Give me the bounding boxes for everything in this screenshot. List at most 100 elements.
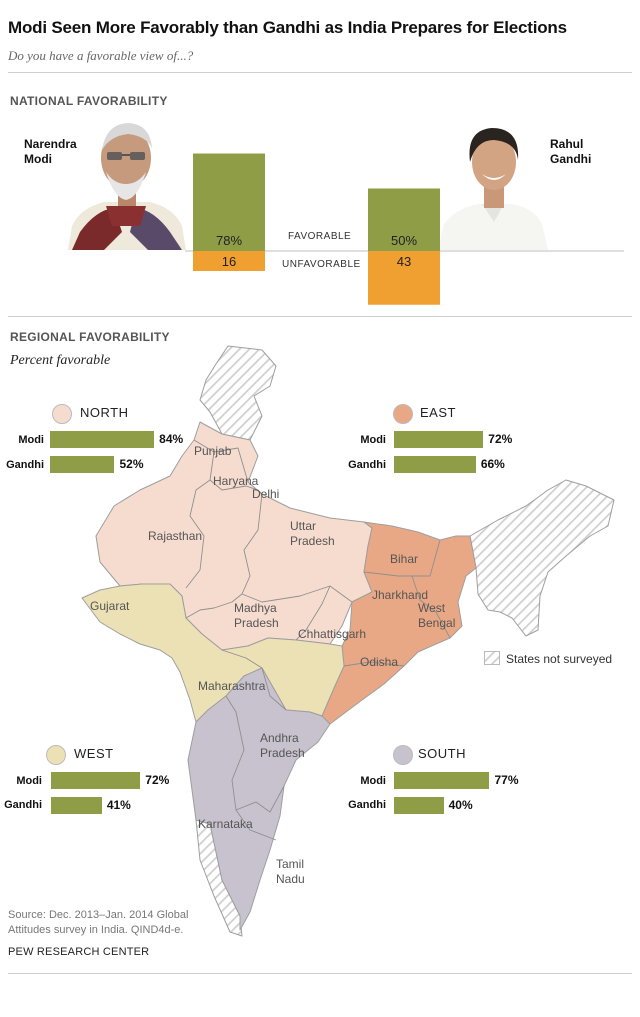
map-region-south (187, 667, 331, 931)
state-label: West (418, 601, 446, 615)
chart-subtitle: Do you have a favorable view of...? (8, 48, 194, 63)
west-gandhi-value: 41% (106, 798, 131, 812)
state-label: Tamil (276, 857, 304, 871)
state-label: Pradesh (290, 534, 335, 548)
state-label: Pradesh (260, 746, 305, 760)
south-gandhi-value: 40% (448, 798, 473, 812)
modi-photo (68, 123, 186, 250)
state-border (193, 439, 249, 483)
east-color-dot (393, 404, 413, 424)
south-color-dot (393, 745, 413, 765)
east-gandhi-bar (394, 456, 476, 473)
state-label: Pradesh (234, 616, 279, 630)
south-gandhi-label: Gandhi (348, 799, 386, 811)
national-section-header: NATIONAL FAVORABILITY (10, 94, 168, 108)
north-label: NORTH (80, 405, 129, 420)
state-label: Punjab (194, 444, 232, 458)
west-modi-value: 72% (145, 773, 170, 787)
state-border (295, 585, 331, 641)
north-gandhi-value: 52% (119, 457, 144, 471)
east-gandhi-label: Gandhi (348, 459, 386, 471)
modi-unfavorable-value: 16 (222, 254, 236, 269)
east-modi-bar (394, 431, 484, 448)
unfavorable-label: UNFAVORABLE (282, 259, 361, 270)
map-region-east (321, 521, 477, 725)
modi-name: Narendra Modi (24, 137, 77, 167)
chart-title: Modi Seen More Favorably than Gandhi as … (8, 18, 567, 37)
south-modi-value: 77% (494, 773, 519, 787)
state-border (343, 661, 405, 667)
north-gandhi-label: Gandhi (6, 459, 44, 471)
east-modi-label: Modi (360, 434, 386, 446)
india-regional-map: PunjabHaryanaDelhiRajasthanUttarPradeshB… (81, 345, 615, 937)
state-border (221, 649, 263, 669)
west-modi-label: Modi (16, 775, 42, 787)
east-label: EAST (420, 405, 456, 420)
source-note: Source: Dec. 2013–Jan. 2014 Global Attit… (8, 909, 189, 936)
divider (8, 973, 632, 974)
east-gandhi-value: 66% (480, 457, 505, 471)
state-label: Nadu (276, 872, 305, 886)
state-border (225, 695, 277, 841)
north-color-dot (52, 404, 72, 424)
west-label: WEST (74, 746, 114, 761)
state-border (185, 479, 211, 589)
west-gandhi-bar (51, 797, 102, 814)
modi-first-name: Narendra (24, 137, 77, 151)
west-gandhi-label: Gandhi (4, 799, 42, 811)
state-label: Bengal (418, 616, 455, 630)
divider (8, 316, 632, 317)
modi-unfavorable-bar (193, 251, 265, 271)
gandhi-first-name: Rahul (550, 137, 584, 151)
state-label: Haryana (213, 474, 259, 488)
state-border (261, 667, 287, 711)
state-label: Bihar (390, 552, 418, 566)
east-modi-value: 72% (488, 432, 513, 446)
gandhi-last-name: Gandhi (550, 152, 592, 166)
south-gandhi-bar (394, 797, 444, 814)
org-credit: PEW RESEARCH CENTER (8, 946, 150, 958)
state-border (185, 593, 243, 619)
state-label: Uttar (290, 519, 316, 533)
state-label: Odisha (360, 655, 398, 669)
gandhi-unfavorable-value: 43 (397, 254, 411, 269)
north-modi-label: Modi (18, 434, 44, 446)
map-region-west (81, 583, 345, 723)
state-border (411, 575, 451, 639)
north-modi-value: 84% (159, 432, 184, 446)
gandhi-unfavorable-bar (368, 251, 440, 305)
state-border (209, 451, 247, 491)
state-label: Rajasthan (148, 529, 202, 543)
modi-favorable-bar (193, 153, 265, 251)
gandhi-favorable-value: 50% (391, 233, 417, 248)
state-label: Karnataka (198, 817, 253, 831)
state-border (245, 485, 263, 495)
not-surveyed-legend: States not surveyed (506, 652, 613, 666)
state-label: Delhi (252, 487, 279, 501)
favorable-label: FAVORABLE (288, 231, 352, 242)
state-border (363, 539, 441, 577)
state-label: Chhattisgarh (298, 627, 366, 641)
state-label: Gujarat (90, 599, 130, 613)
south-modi-label: Modi (360, 775, 386, 787)
gandhi-favorable-bar (368, 188, 440, 251)
percent-favorable-label: Percent favorable (10, 353, 111, 368)
north-gandhi-bar (50, 456, 115, 473)
state-label: Andhra (260, 731, 299, 745)
west-modi-bar (51, 772, 141, 789)
modi-last-name: Modi (24, 152, 52, 166)
south-modi-bar (394, 772, 490, 789)
divider (8, 72, 632, 73)
map-region-hatch-kashmir (199, 345, 277, 441)
gandhi-photo (438, 128, 548, 250)
map-region-hatch-northeast (469, 479, 615, 637)
state-border (235, 785, 285, 813)
state-label: Jharkhand (372, 588, 428, 602)
state-label: Madhya (234, 601, 277, 615)
west-color-dot (46, 745, 66, 765)
not-surveyed-swatch (484, 651, 500, 665)
regional-section-header: REGIONAL FAVORABILITY (10, 330, 170, 344)
gandhi-name: Rahul Gandhi (550, 137, 591, 167)
north-modi-bar (50, 431, 155, 448)
modi-favorable-value: 78% (216, 233, 242, 248)
